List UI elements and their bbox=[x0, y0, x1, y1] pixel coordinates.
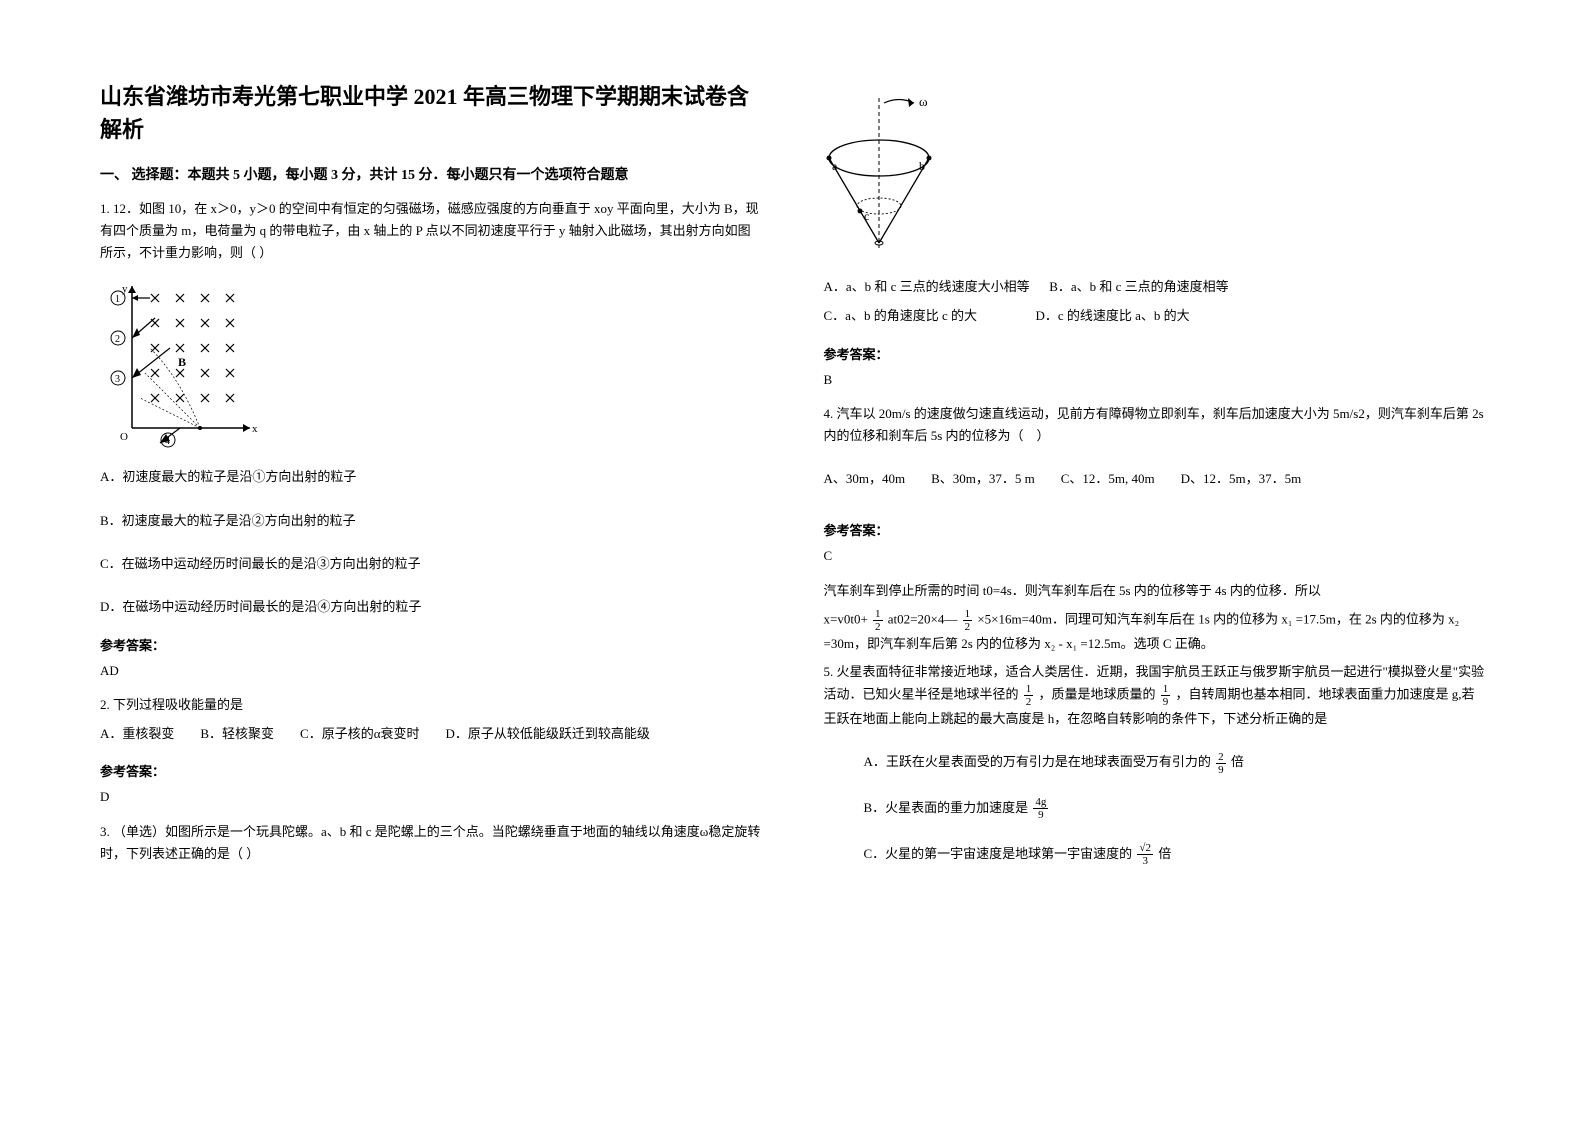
q3-option-a: A．a、b 和 c 三点的线速度大小相等 bbox=[824, 279, 1030, 294]
q3-option-b: B．a、b 和 c 三点的角速度相等 bbox=[1049, 279, 1228, 294]
q1-option-d: D．在磁场中运动经历时间最长的是沿④方向出射的粒子 bbox=[100, 595, 764, 618]
q2-stem: 2. 下列过程吸收能量的是 bbox=[100, 694, 764, 716]
right-column: ω a b c A．a、b 和 c 三点的线速度大小相等 B．a、b 和 c 三… bbox=[824, 80, 1488, 1042]
q1-option-a: A．初速度最大的粒子是沿①方向出射的粒子 bbox=[100, 465, 764, 488]
magnetic-field-diagram: x y O bbox=[100, 278, 260, 448]
section-1-heading: 一、 选择题：本题共 5 小题，每小题 3 分，共计 15 分．每小题只有一个选… bbox=[100, 164, 764, 184]
q3-option-c: C．a、b 的角速度比 c 的大 bbox=[824, 308, 977, 323]
q1-figure: x y O bbox=[100, 278, 764, 453]
q3-stem: 3. （单选）如图所示是一个玩具陀螺。a、b 和 c 是陀螺上的三个点。当陀螺绕… bbox=[100, 821, 764, 865]
q3-options-row1: A．a、b 和 c 三点的线速度大小相等 B．a、b 和 c 三点的角速度相等 bbox=[824, 275, 1488, 298]
q3-figure: ω a b c bbox=[824, 88, 1488, 263]
q4-options: A、30m，40m B、30m，37．5 m C、12．5m, 40m D、12… bbox=[824, 467, 1488, 490]
q1-option-c: C．在磁场中运动经历时间最长的是沿③方向出射的粒子 bbox=[100, 552, 764, 575]
q1-answer-label: 参考答案： bbox=[100, 635, 764, 654]
svg-text:ω: ω bbox=[919, 94, 928, 109]
q5-stem: 5. 火星表面特征非常接近地球，适合人类居住．近期，我国宇航员王跃正与俄罗斯宇航… bbox=[824, 661, 1488, 730]
q2-answer: D bbox=[100, 786, 764, 808]
q4-answer: C bbox=[824, 545, 1488, 567]
spinning-top-diagram: ω a b c bbox=[824, 88, 994, 258]
q1-option-b: B．初速度最大的粒子是沿②方向出射的粒子 bbox=[100, 509, 764, 532]
svg-text:B: B bbox=[178, 355, 186, 369]
left-column: 山东省潍坊市寿光第七职业中学 2021 年高三物理下学期期末试卷含解析 一、 选… bbox=[100, 80, 764, 1042]
q3-answer-label: 参考答案： bbox=[824, 344, 1488, 363]
q4-stem: 4. 汽车以 20m/s 的速度做匀速直线运动，见前方有障碍物立即刹车，刹车后加… bbox=[824, 403, 1488, 447]
svg-text:O: O bbox=[120, 431, 128, 443]
q1-answer: AD bbox=[100, 660, 764, 682]
q5-option-c: C．火星的第一宇宙速度是地球第一宇宙速度的 √23 倍 bbox=[824, 842, 1488, 868]
q4-explain-1: 汽车刹车到停止所需的时间 t0=4s．则汽车刹车后在 5s 内的位移等于 4s … bbox=[824, 580, 1488, 602]
svg-text:3: 3 bbox=[115, 374, 120, 385]
q2-answer-label: 参考答案： bbox=[100, 761, 764, 780]
svg-text:c: c bbox=[864, 209, 869, 223]
q5-option-a: A．王跃在火星表面受的万有引力是在地球表面受万有引力的 29 倍 bbox=[824, 750, 1488, 776]
q4-explain-2: x=v0t0+ 12 at02=20×4— 12 ×5×16m=40m．同理可知… bbox=[824, 608, 1488, 655]
q1-stem: 1. 12．如图 10，在 x＞0，y＞0 的空间中有恒定的匀强磁场，磁感应强度… bbox=[100, 198, 764, 264]
svg-text:a: a bbox=[832, 159, 838, 173]
q2-options: A．重核裂变 B．轻核聚变 C．原子核的α衰变时 D．原子从较低能级跃迁到较高能… bbox=[100, 722, 764, 745]
q3-answer: B bbox=[824, 369, 1488, 391]
q4-answer-label: 参考答案： bbox=[824, 520, 1488, 539]
svg-text:b: b bbox=[919, 159, 925, 173]
svg-text:4: 4 bbox=[165, 436, 170, 447]
svg-text:1: 1 bbox=[115, 294, 120, 305]
q3-option-d: D．c 的线速度比 a、b 的大 bbox=[1035, 308, 1189, 323]
q5-option-b: B．火星表面的重力加速度是 4g9 bbox=[824, 796, 1488, 822]
svg-text:x: x bbox=[252, 423, 258, 435]
q3-options-row2: C．a、b 的角速度比 c 的大 D．c 的线速度比 a、b 的大 bbox=[824, 304, 1488, 327]
exam-title: 山东省潍坊市寿光第七职业中学 2021 年高三物理下学期期末试卷含解析 bbox=[100, 80, 764, 146]
svg-text:2: 2 bbox=[115, 334, 120, 345]
